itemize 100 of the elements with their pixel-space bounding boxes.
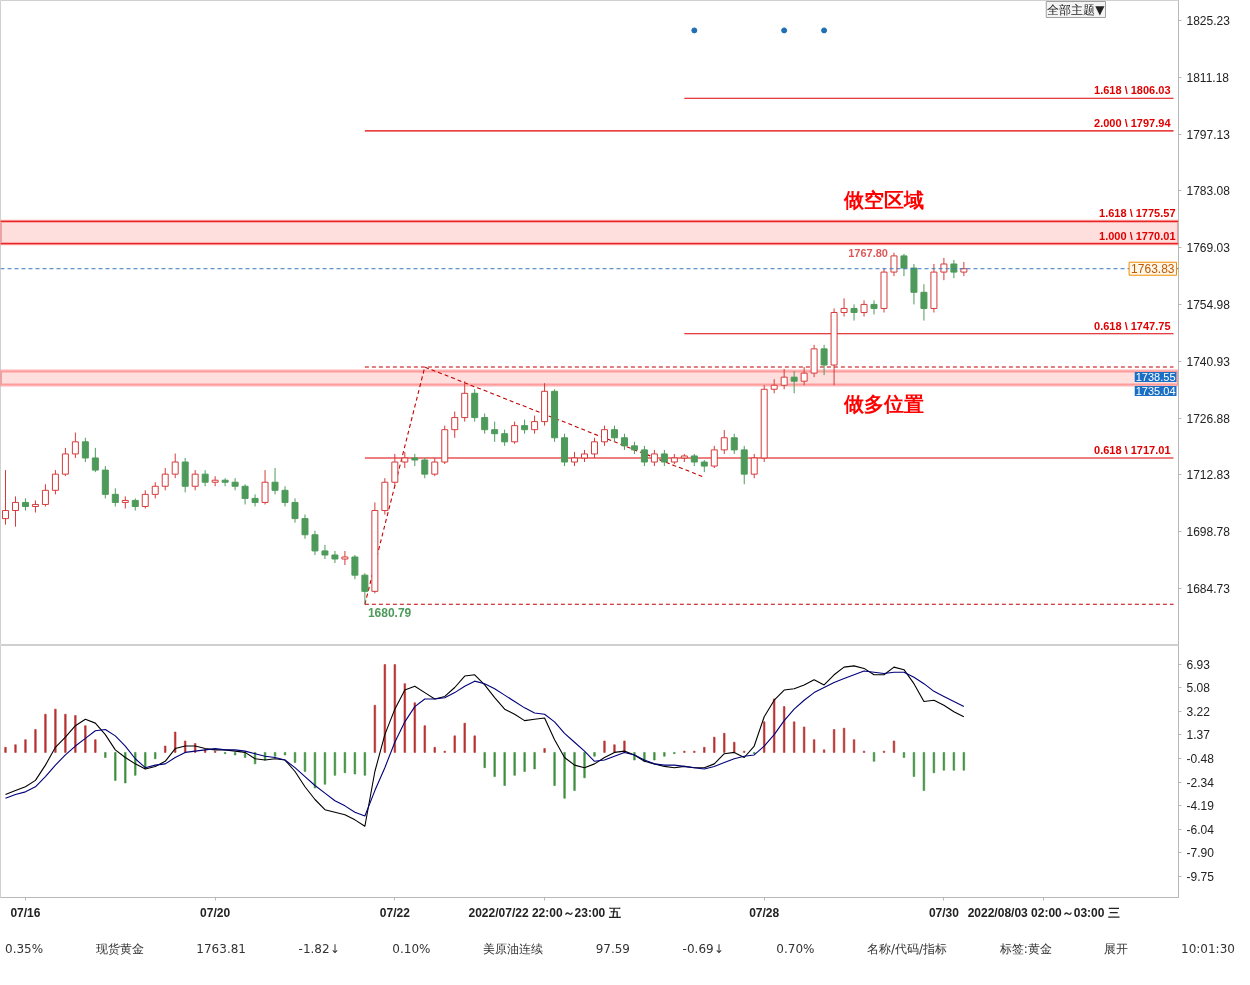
candlestick xyxy=(730,433,738,455)
candlestick xyxy=(211,475,219,487)
x-tick-label: 07/28 xyxy=(749,905,780,920)
candlestick xyxy=(301,514,309,540)
candlestick xyxy=(141,489,149,509)
y-tick-label: 1825.23 xyxy=(1186,14,1231,29)
y-tick-label: 1754.98 xyxy=(1186,297,1231,312)
text: 美原油连续 xyxy=(483,941,544,958)
candlestick xyxy=(511,421,519,445)
candlestick xyxy=(221,477,229,487)
candlestick xyxy=(860,299,868,318)
y-tick-label: 1769.03 xyxy=(1186,241,1231,256)
candlestick xyxy=(231,477,239,491)
candlestick xyxy=(71,432,79,459)
y-tick-label: 1797.13 xyxy=(1186,127,1231,142)
candlestick xyxy=(361,572,369,605)
candlestick xyxy=(491,421,499,443)
candlestick xyxy=(271,467,279,495)
candlestick xyxy=(890,252,898,277)
candlestick xyxy=(920,283,928,322)
candlestick xyxy=(780,368,788,390)
y-tick-label: 5.08 xyxy=(1186,681,1211,696)
text: 展开 xyxy=(1104,941,1129,958)
candlestick xyxy=(840,297,848,318)
candlestick xyxy=(720,429,728,455)
annotation: 1738.55 xyxy=(1135,370,1176,383)
x-tick-label: 2022/08/03 02:00～03:00 三 xyxy=(967,905,1120,920)
text: 97.59 xyxy=(595,941,630,958)
candlestick xyxy=(391,453,399,487)
y-tick-label: 1740.93 xyxy=(1186,354,1231,369)
annotation: 全部主题▼ xyxy=(1047,2,1106,17)
x-tick-label: 07/20 xyxy=(200,905,231,920)
text: 标签:黄金 xyxy=(999,941,1052,958)
y-tick-label: 1811.18 xyxy=(1186,70,1230,85)
series-label: 1.618 \ 1806.03 xyxy=(1094,84,1171,97)
y-tick-label: -7.90 xyxy=(1186,846,1215,861)
y-tick-label: -9.75 xyxy=(1186,870,1215,884)
candlestick xyxy=(820,344,828,376)
candlestick xyxy=(850,303,858,322)
y-tick-label: 1698.78 xyxy=(1186,525,1231,540)
text: 0.35% xyxy=(5,941,44,958)
text: 名称/代码/指标 xyxy=(867,941,948,958)
candlestick xyxy=(311,530,319,556)
annotation: 1680.79 xyxy=(367,606,412,621)
candlestick xyxy=(600,425,608,447)
ref-line-label: 1763.83 xyxy=(1131,262,1175,277)
x-tick-label: 07/16 xyxy=(10,905,41,920)
candlestick xyxy=(431,457,439,477)
candlestick xyxy=(421,457,429,479)
y-tick-label: 3.22 xyxy=(1186,704,1211,719)
series-label: 0.618 \ 1717.01 xyxy=(1094,443,1171,456)
text: 现货黄金 xyxy=(95,941,144,958)
series-label: 2.000 \ 1797.94 xyxy=(1094,116,1172,129)
candlestick xyxy=(51,469,59,495)
y-tick-label: 1783.08 xyxy=(1186,184,1231,199)
candlestick xyxy=(940,257,948,281)
ref-line-label: 1.618 \ 1775.57 xyxy=(1099,207,1176,220)
y-tick-label: -2.34 xyxy=(1186,775,1215,790)
y-tick-label: 1.37 xyxy=(1186,728,1211,743)
ref-line-label: 1.000 \ 1770.01 xyxy=(1099,229,1176,242)
y-tick-label: 1712.83 xyxy=(1186,468,1231,483)
candlestick xyxy=(591,437,598,459)
band-label: 做多位置 xyxy=(843,392,924,417)
candlestick xyxy=(281,485,289,507)
candlestick xyxy=(750,453,758,479)
series-label: 0.618 \ 1747.75 xyxy=(1094,319,1171,332)
text: 0.10% xyxy=(392,941,431,958)
y-tick-label: 6.93 xyxy=(1186,657,1211,672)
candlestick xyxy=(321,544,329,560)
candlestick xyxy=(341,550,349,566)
candlestick xyxy=(481,413,489,435)
y-tick-label: 1684.73 xyxy=(1186,581,1231,596)
candlestick xyxy=(171,453,179,479)
candlestick xyxy=(261,469,269,505)
candlestick xyxy=(800,366,808,386)
candlestick xyxy=(900,253,908,277)
text: -1.82↓ xyxy=(298,941,340,958)
y-tick-label: 1726.88 xyxy=(1186,411,1231,426)
text: 10:01:30 xyxy=(1181,941,1235,958)
candlestick xyxy=(351,554,359,580)
text: 0.70% xyxy=(776,941,815,958)
candlestick xyxy=(870,299,878,316)
x-tick-label: 07/22 xyxy=(379,905,411,920)
candlestick xyxy=(81,437,89,463)
candlestick xyxy=(331,550,339,564)
candlestick xyxy=(161,467,169,491)
candlestick xyxy=(61,447,69,477)
candlestick xyxy=(91,447,99,473)
candlestick xyxy=(790,370,798,394)
y-tick-label: -0.48 xyxy=(1186,752,1215,767)
band-label: 做空区域 xyxy=(843,188,924,213)
candlestick xyxy=(640,445,648,467)
candlestick xyxy=(2,469,9,526)
candlestick xyxy=(111,487,119,507)
candlestick xyxy=(41,483,49,507)
candlestick xyxy=(960,261,968,277)
text: 1763.81 xyxy=(196,941,246,958)
text: -0.69↓ xyxy=(682,941,724,958)
candlestick xyxy=(191,469,199,491)
candlestick xyxy=(291,497,299,524)
